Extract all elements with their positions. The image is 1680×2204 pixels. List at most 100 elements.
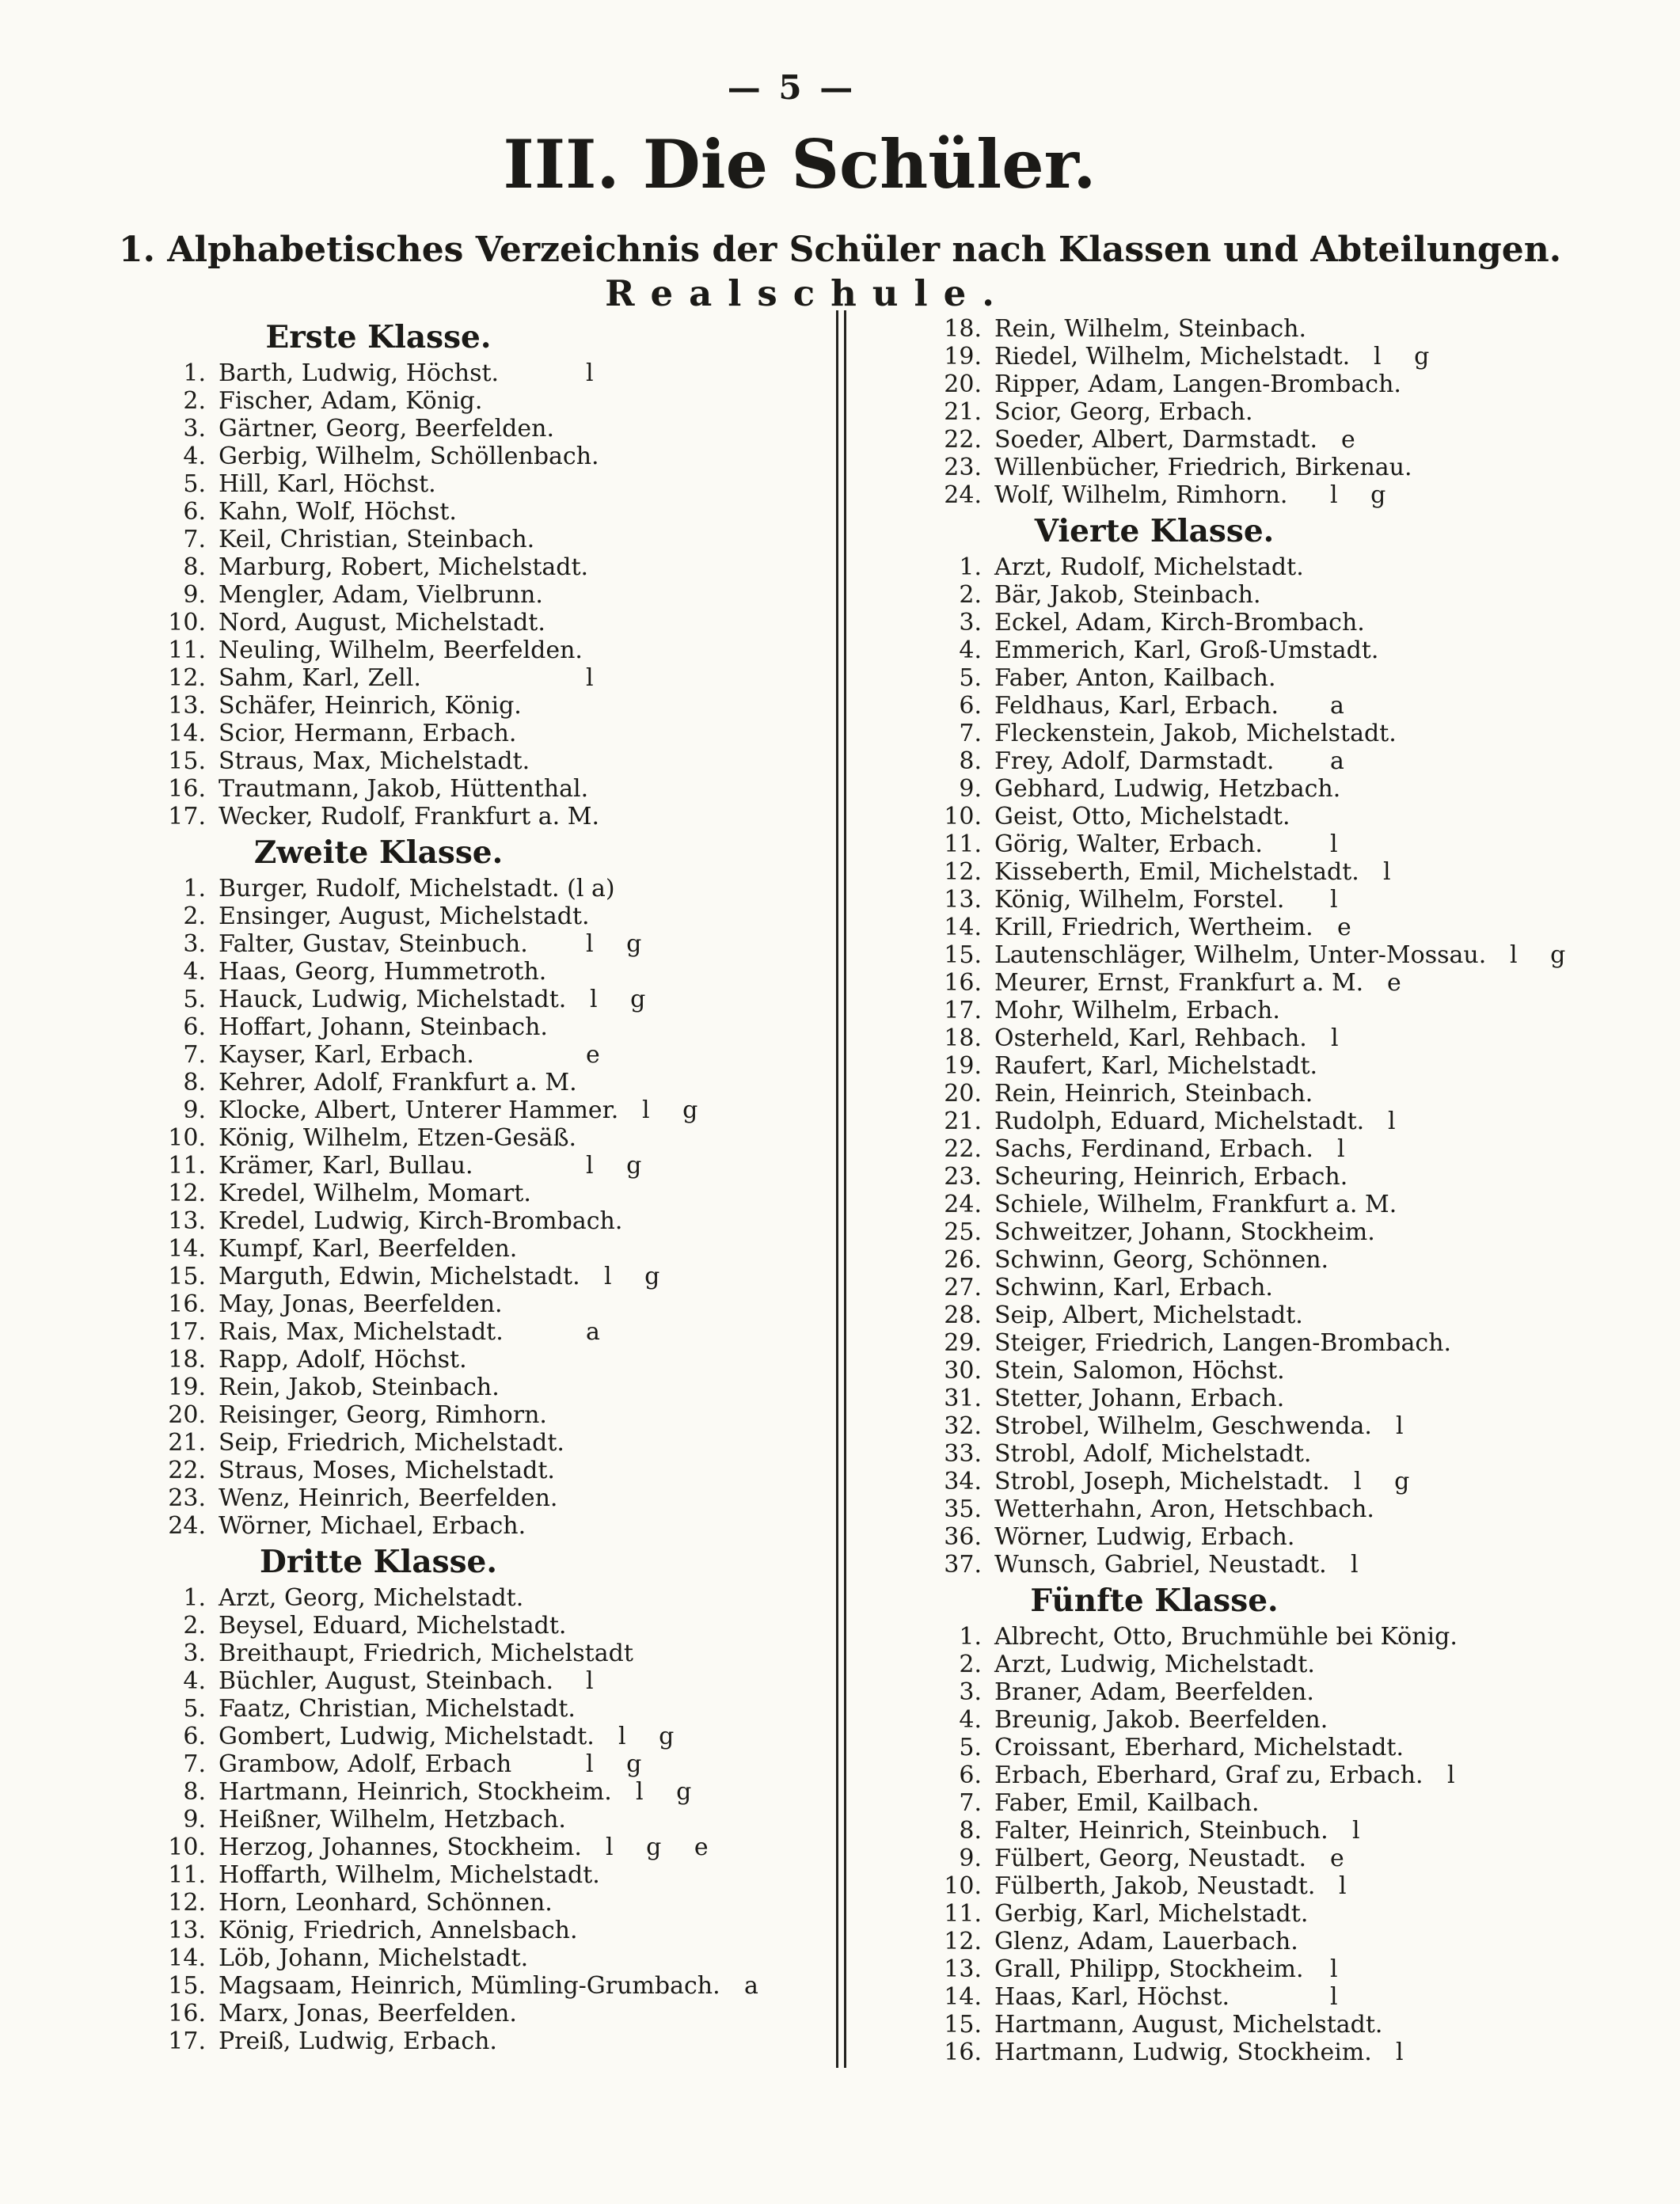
entry-text: Braner, Adam, Beerfelden. (994, 1678, 1314, 1706)
student-row: 23. Willenbücher, Friedrich, Birkenau. (893, 454, 1669, 481)
entry-text: Marburg, Robert, Michelstadt. (219, 553, 589, 581)
entry-number: 11. (944, 830, 982, 858)
entry-text: Kahn, Wolf, Höchst. (219, 498, 457, 526)
student-row: 2. Ensinger, August, Michelstadt. (117, 902, 830, 930)
entry-text: Görig, Walter, Erbach. (994, 830, 1263, 858)
entry-number: 8. (183, 1069, 206, 1096)
entry-text: Faber, Anton, Kailbach. (994, 664, 1276, 692)
entry-number: 10. (944, 803, 982, 830)
entry-text: Klocke, Albert, Unterer Hammer. (219, 1096, 619, 1124)
entry-number: 1. (959, 553, 982, 581)
entry-number: 6. (959, 1761, 982, 1789)
entry-text: Fleckenstein, Jakob, Michelstadt. (994, 720, 1397, 747)
student-row: 32. Strobel, Wilhelm, Geschwenda. l (893, 1412, 1669, 1440)
entry-number: 3. (959, 609, 982, 636)
student-row: 10. Geist, Otto, Michelstadt. (893, 803, 1669, 830)
entry-number: 17. (168, 2027, 206, 2055)
entry-number: 1. (183, 359, 206, 387)
entry-number: 12. (944, 1928, 982, 1955)
page-number: — 5 — (727, 68, 857, 107)
entry-number: 12. (944, 858, 982, 886)
student-row: 13. Kredel, Ludwig, Kirch-Brombach. (117, 1207, 830, 1235)
entry-text: Rein, Wilhelm, Steinbach. (994, 315, 1307, 343)
entry-text: Scior, Georg, Erbach. (994, 398, 1253, 426)
entry-number: 6. (183, 1013, 206, 1041)
entry-text: Gerbig, Karl, Michelstadt. (994, 1900, 1309, 1928)
student-row: 7. Fleckenstein, Jakob, Michelstadt. (893, 720, 1669, 747)
entry-text: Burger, Rudolf, Michelstadt. (l a) (219, 875, 615, 902)
entry-text: Gärtner, Georg, Beerfelden. (219, 415, 554, 443)
entry-text: Croissant, Eberhard, Michelstadt. (994, 1734, 1404, 1761)
entry-number: 11. (168, 1861, 206, 1889)
student-row: 31. Stetter, Johann, Erbach. (893, 1385, 1669, 1412)
student-row: 35. Wetterhahn, Aron, Hetschbach. (893, 1495, 1669, 1523)
entry-text: Schiele, Wilhelm, Frankfurt a. M. (994, 1191, 1397, 1218)
student-row: 8. Hartmann, Heinrich, Stockheim. l g (117, 1778, 830, 1806)
entry-mark: l (1330, 1955, 1351, 1983)
entry-text: Albrecht, Otto, Bruchmühle bei König. (994, 1623, 1458, 1651)
student-row: 6. Hoffart, Johann, Steinbach. (117, 1013, 830, 1041)
entry-text: Marx, Jonas, Beerfelden. (219, 2000, 517, 2027)
student-row: 37. Wunsch, Gabriel, Neustadt. l (893, 1551, 1669, 1579)
entry-text: Krämer, Karl, Bullau. (219, 1152, 473, 1180)
entry-number: 2. (183, 902, 206, 930)
entry-number: 22. (944, 426, 982, 454)
student-row: 5. Hill, Karl, Höchst. (117, 470, 830, 498)
entry-number: 9. (183, 581, 206, 609)
student-row: 18. Osterheld, Karl, Rehbach. l (893, 1024, 1669, 1052)
student-row: 12. Glenz, Adam, Lauerbach. (893, 1928, 1669, 1955)
entry-number: 29. (944, 1329, 982, 1357)
entry-number: 16. (168, 775, 206, 803)
student-row: 21. Rudolph, Eduard, Michelstadt. l (893, 1108, 1669, 1135)
entry-text: Strobel, Wilhelm, Geschwenda. (994, 1412, 1372, 1440)
entry-number: 12. (168, 1889, 206, 1917)
student-row: 1. Barth, Ludwig, Höchst. l (117, 359, 830, 387)
entry-text: Krill, Friedrich, Wertheim. (994, 914, 1313, 941)
entry-number: 20. (944, 1080, 982, 1108)
entry-text: Feldhaus, Karl, Erbach. (994, 692, 1279, 720)
entry-number: 7. (183, 1750, 206, 1778)
student-row: 6. Gombert, Ludwig, Michelstadt. l g (117, 1723, 830, 1750)
entry-mark: l g (618, 1723, 687, 1750)
student-row: 14. Kumpf, Karl, Beerfelden. (117, 1235, 830, 1263)
entry-text: Erbach, Eberhard, Graf zu, Erbach. (994, 1761, 1423, 1789)
entry-number: 5. (959, 1734, 982, 1761)
entry-mark: l g (1354, 1468, 1423, 1495)
student-row: 1. Burger, Rudolf, Michelstadt. (l a) (117, 875, 830, 902)
student-row: 15. Hartmann, August, Michelstadt. (893, 2011, 1669, 2039)
entry-number: 2. (959, 581, 982, 609)
entry-text: Seip, Friedrich, Michelstadt. (219, 1429, 564, 1457)
entry-number: 4. (959, 636, 982, 664)
entry-text: Kredel, Wilhelm, Momart. (219, 1180, 531, 1207)
student-row: 11. Hoffarth, Wilhelm, Michelstadt. (117, 1861, 830, 1889)
student-row: 13. König, Wilhelm, Forstel. l (893, 886, 1669, 914)
entry-text: Frey, Adolf, Darmstadt. (994, 747, 1275, 775)
entry-text: Bär, Jakob, Steinbach. (994, 581, 1261, 609)
entry-text: Sahm, Karl, Zell. (219, 664, 421, 692)
entry-text: Rein, Jakob, Steinbach. (219, 1374, 500, 1401)
entry-number: 10. (168, 609, 206, 636)
student-row: 12. Sahm, Karl, Zell. l (117, 664, 830, 692)
entry-mark: l g (1374, 343, 1442, 370)
entry-number: 22. (944, 1135, 982, 1163)
entry-text: Trautmann, Jakob, Hüttenthal. (219, 775, 589, 803)
entry-text: Kumpf, Karl, Beerfelden. (219, 1235, 518, 1263)
student-row: 13. König, Friedrich, Annelsbach. (117, 1917, 830, 1944)
page-title: III. Die Schüler. (503, 125, 1097, 203)
entry-number: 3. (183, 1640, 206, 1667)
left-column: Erste Klasse. 1. Barth, Ludwig, Höchst. l 2.… (117, 315, 830, 2055)
student-row: 2. Bär, Jakob, Steinbach. (893, 581, 1669, 609)
entry-number: 15. (168, 747, 206, 775)
entry-number: 35. (944, 1495, 982, 1523)
student-row: 34. Strobl, Joseph, Michelstadt. l g (893, 1468, 1669, 1495)
entry-mark: a (586, 1318, 613, 1346)
student-row: 6. Erbach, Eberhard, Graf zu, Erbach. l (893, 1761, 1669, 1789)
student-row: 27. Schwinn, Karl, Erbach. (893, 1274, 1669, 1302)
entry-number: 2. (183, 1612, 206, 1640)
entry-text: Riedel, Wilhelm, Michelstadt. (994, 343, 1351, 370)
student-row: 13. Schäfer, Heinrich, König. (117, 692, 830, 720)
entry-number: 23. (168, 1484, 206, 1512)
student-row: 22. Soeder, Albert, Darmstadt. e (893, 426, 1669, 454)
student-row: 19. Raufert, Karl, Michelstadt. (893, 1052, 1669, 1080)
student-row: 10. Nord, August, Michelstadt. (117, 609, 830, 636)
